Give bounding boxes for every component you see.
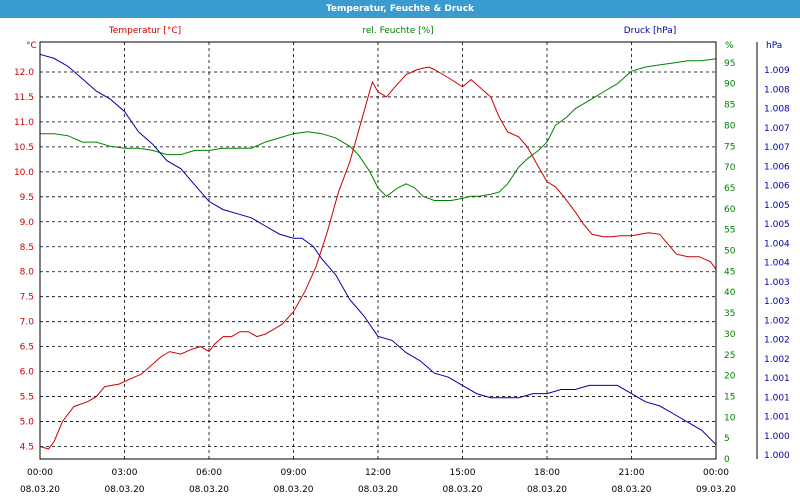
chart-title: Temperatur, Feuchte & Druck xyxy=(325,4,475,14)
series-layer xyxy=(39,53,717,450)
tick-label-date: 08.03.20 xyxy=(273,485,313,495)
tick-label-date: 09.03.20 xyxy=(696,485,736,495)
tick-label-temperature: 5.5 xyxy=(20,393,34,403)
right-axis-unit-humidity: % xyxy=(725,41,734,51)
tick-label-pressure: 1.006 xyxy=(764,182,790,192)
tick-label-time: 06:00 xyxy=(196,468,222,478)
series-line-temperature xyxy=(39,66,717,450)
tick-label-temperature: 5.0 xyxy=(20,418,35,428)
left-axis-unit: °C xyxy=(26,41,37,51)
tick-label-humidity: 25 xyxy=(724,351,735,361)
tick-label-pressure: 1.005 xyxy=(764,220,790,230)
tick-label-pressure: 1.007 xyxy=(764,124,790,134)
legend-humidity: rel. Feuchte [%] xyxy=(362,26,433,36)
tick-label-humidity: 95 xyxy=(724,59,735,69)
tick-label-humidity: 85 xyxy=(724,101,735,111)
series-line-humidity xyxy=(40,58,717,201)
tick-label-temperature: 7.0 xyxy=(20,318,35,328)
tick-label-time: 12:00 xyxy=(365,468,391,478)
tick-label-humidity: 70 xyxy=(724,163,736,173)
tick-label-pressure: 1.003 xyxy=(764,278,790,288)
tick-label-temperature: 11.5 xyxy=(14,93,34,103)
tick-label-humidity: 35 xyxy=(724,309,735,319)
axes-layer: 4.5 5.0 5.5 6.0 6.5 7.0 7.5 8.0 8.5 9.0 9.5 10.0 10.… xyxy=(14,59,790,495)
tick-label-time: 03:00 xyxy=(112,468,138,478)
tick-label-pressure: 1.005 xyxy=(764,201,790,211)
tick-label-humidity: 20 xyxy=(724,372,736,382)
tick-label-pressure: 1.006 xyxy=(764,162,790,172)
tick-label-pressure: 1.002 xyxy=(764,336,790,346)
tick-label-humidity: 5 xyxy=(724,434,730,444)
tick-label-date: 08.03.20 xyxy=(104,485,144,495)
tick-label-humidity: 0 xyxy=(724,455,730,465)
tick-label-temperature: 6.0 xyxy=(20,368,35,378)
tick-label-time: 00:00 xyxy=(703,468,729,478)
tick-label-humidity: 75 xyxy=(724,142,735,152)
tick-label-pressure: 1.003 xyxy=(764,297,790,307)
tick-label-temperature: 10.5 xyxy=(14,143,34,153)
tick-label-temperature: 10.0 xyxy=(14,168,34,178)
tick-label-time: 00:00 xyxy=(27,468,53,478)
tick-label-temperature: 11.0 xyxy=(14,118,34,128)
tick-label-date: 08.03.20 xyxy=(611,485,651,495)
tick-label-humidity: 65 xyxy=(724,184,735,194)
tick-label-pressure: 1.004 xyxy=(764,259,790,269)
tick-label-humidity: 15 xyxy=(724,392,735,402)
tick-label-date: 08.03.20 xyxy=(358,485,398,495)
tick-label-pressure: 1.002 xyxy=(764,316,790,326)
tick-label-pressure: 1.008 xyxy=(764,85,790,95)
tick-label-temperature: 7.5 xyxy=(20,293,34,303)
tick-label-time: 09:00 xyxy=(281,468,307,478)
tick-label-time: 21:00 xyxy=(619,468,645,478)
tick-label-temperature: 8.0 xyxy=(20,268,35,278)
tick-label-time: 15:00 xyxy=(450,468,476,478)
plot-frame xyxy=(39,41,758,460)
legend-temperature: Temperatur [°C] xyxy=(108,26,181,36)
legend-pressure: Druck [hPa] xyxy=(624,26,677,36)
tick-label-time: 18:00 xyxy=(534,468,560,478)
title-bar: Temperatur, Feuchte & Druck xyxy=(0,0,800,18)
tick-label-humidity: 50 xyxy=(724,247,736,257)
tick-label-humidity: 10 xyxy=(724,413,736,423)
tick-label-humidity: 45 xyxy=(724,267,735,277)
plot-area-border xyxy=(39,41,717,460)
tick-label-pressure: 1.000 xyxy=(764,432,790,442)
tick-label-date: 08.03.20 xyxy=(20,485,60,495)
tick-label-humidity: 60 xyxy=(724,205,736,215)
tick-label-humidity: 55 xyxy=(724,226,735,236)
grid xyxy=(40,42,716,459)
tick-label-temperature: 9.0 xyxy=(20,218,35,228)
tick-label-date: 08.03.20 xyxy=(527,485,567,495)
tick-label-pressure: 1.007 xyxy=(764,143,790,153)
series-line-pressure xyxy=(39,53,717,446)
tick-label-pressure: 1.004 xyxy=(764,239,790,249)
tick-label-pressure: 1.000 xyxy=(764,451,790,461)
tick-label-pressure: 1.001 xyxy=(764,374,790,384)
tick-label-pressure: 1.001 xyxy=(764,413,790,423)
tick-label-temperature: 4.5 xyxy=(20,443,34,453)
tick-label-date: 08.03.20 xyxy=(189,485,229,495)
tick-label-humidity: 90 xyxy=(724,80,736,90)
tick-label-humidity: 30 xyxy=(724,330,736,340)
tick-label-temperature: 9.5 xyxy=(20,193,34,203)
tick-label-humidity: 40 xyxy=(724,288,736,298)
right-axis-unit-pressure: hPa xyxy=(766,41,782,51)
tick-label-pressure: 1.001 xyxy=(764,393,790,403)
tick-label-date: 08.03.20 xyxy=(442,485,482,495)
tick-label-temperature: 12.0 xyxy=(14,68,34,78)
tick-label-temperature: 6.5 xyxy=(20,343,34,353)
tick-label-pressure: 1.002 xyxy=(764,355,790,365)
tick-label-pressure: 1.008 xyxy=(764,105,790,115)
tick-label-humidity: 80 xyxy=(724,121,736,131)
tick-label-temperature: 8.5 xyxy=(20,243,34,253)
tick-label-pressure: 1.009 xyxy=(764,66,790,76)
